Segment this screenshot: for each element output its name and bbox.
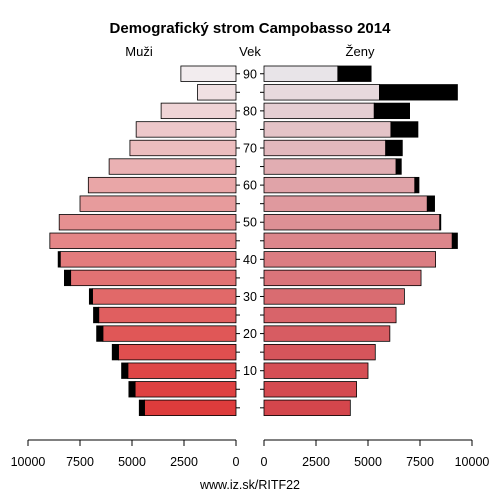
female-bar-70-74 bbox=[263, 139, 387, 157]
age-tick-label: 50 bbox=[243, 216, 257, 230]
male-bar-80-84 bbox=[160, 102, 237, 120]
male-bar-5-9 bbox=[134, 381, 237, 398]
male-surplus-20-24 bbox=[96, 325, 104, 342]
male-bar-30-34 bbox=[92, 288, 237, 305]
female-bar-55-59 bbox=[263, 195, 428, 212]
female-bar-15-19 bbox=[263, 343, 376, 361]
female-surplus-70-74 bbox=[385, 139, 403, 157]
female-bar-0-4 bbox=[263, 399, 351, 416]
male-bar-20-24 bbox=[102, 325, 237, 342]
female-bar-65-69 bbox=[263, 158, 397, 175]
x-tick-label-left: 5000 bbox=[118, 455, 146, 469]
female-bar-20-24 bbox=[263, 325, 391, 342]
male-surplus-15-19 bbox=[111, 343, 119, 361]
male-bar-45-49 bbox=[49, 232, 237, 249]
age-axis: 10 20 30 40 50 60 70 80 90 bbox=[236, 67, 264, 409]
x-tick-label-right: 2500 bbox=[302, 455, 330, 469]
x-tick-label-left: 2500 bbox=[170, 455, 198, 469]
male-surplus-30-34 bbox=[88, 288, 93, 305]
female-bar-60-64 bbox=[263, 176, 416, 194]
age-tick-label: 60 bbox=[243, 179, 257, 193]
female-bars bbox=[263, 65, 458, 416]
footer-url: www.iz.sk/RITF22 bbox=[199, 478, 300, 492]
age-tick-label: 30 bbox=[243, 290, 257, 304]
x-tick-label-right: 5000 bbox=[354, 455, 382, 469]
female-bar-35-39 bbox=[263, 269, 422, 287]
male-surplus-25-29 bbox=[93, 306, 100, 324]
female-surplus-50-54 bbox=[439, 214, 442, 231]
male-bar-25-29 bbox=[98, 306, 237, 324]
male-bars bbox=[49, 65, 237, 416]
male-bar-90+ bbox=[180, 65, 237, 82]
male-bar-65-69 bbox=[108, 158, 237, 175]
x-tick-label-right: 10000 bbox=[455, 455, 490, 469]
male-surplus-0-4 bbox=[138, 399, 145, 416]
male-bar-35-39 bbox=[70, 269, 237, 287]
male-bar-0-4 bbox=[144, 399, 237, 416]
chart-title: Demografický strom Campobasso 2014 bbox=[110, 20, 392, 37]
male-bar-10-14 bbox=[127, 362, 237, 379]
x-tick-label-left: 0 bbox=[233, 455, 240, 469]
age-tick-label: 90 bbox=[243, 67, 257, 81]
male-bar-55-59 bbox=[79, 195, 237, 212]
female-bar-80-84 bbox=[263, 102, 375, 120]
female-bar-75-79 bbox=[263, 121, 392, 138]
x-tick-label-right: 0 bbox=[261, 455, 268, 469]
female-surplus-45-49 bbox=[451, 232, 458, 249]
male-surplus-10-14 bbox=[121, 362, 129, 379]
female-bar-45-49 bbox=[263, 232, 453, 249]
age-tick-label: 70 bbox=[243, 141, 257, 155]
age-tick-label: 80 bbox=[243, 104, 257, 118]
male-bar-15-19 bbox=[118, 343, 237, 361]
male-surplus-35-39 bbox=[64, 269, 72, 287]
male-label: Muži bbox=[125, 44, 153, 59]
female-label: Ženy bbox=[346, 44, 375, 59]
male-bar-85-89 bbox=[197, 84, 237, 101]
x-axis-left: 10000 7500 5000 2500 0 bbox=[11, 439, 240, 469]
x-tick-label-right: 7500 bbox=[406, 455, 434, 469]
age-tick-label: 40 bbox=[243, 253, 257, 267]
x-axis-right: 0 2500 5000 7500 10000 bbox=[261, 439, 490, 469]
age-tick-label: 20 bbox=[243, 327, 257, 341]
male-bar-40-44 bbox=[59, 251, 237, 268]
female-surplus-55-59 bbox=[426, 195, 435, 212]
male-bar-75-79 bbox=[135, 121, 237, 138]
female-bar-30-34 bbox=[263, 288, 405, 305]
x-tick-label-left: 7500 bbox=[66, 455, 94, 469]
female-bar-85-89 bbox=[263, 84, 380, 101]
female-bar-50-54 bbox=[263, 214, 441, 231]
age-axis-label: Vek bbox=[239, 44, 261, 59]
age-tick-label: 10 bbox=[243, 364, 257, 378]
female-bar-25-29 bbox=[263, 306, 397, 324]
male-surplus-5-9 bbox=[128, 381, 136, 398]
female-surplus-60-64 bbox=[414, 176, 420, 194]
female-surplus-65-69 bbox=[395, 158, 402, 175]
male-bar-50-54 bbox=[58, 214, 237, 231]
female-bar-10-14 bbox=[263, 362, 369, 379]
female-surplus-80-84 bbox=[373, 102, 410, 120]
x-tick-label-left: 10000 bbox=[11, 455, 46, 469]
female-bar-5-9 bbox=[263, 381, 357, 398]
female-surplus-90+ bbox=[337, 65, 372, 82]
female-surplus-75-79 bbox=[390, 121, 419, 138]
male-bar-60-64 bbox=[87, 176, 237, 194]
female-surplus-85-89 bbox=[379, 84, 458, 101]
female-bar-40-44 bbox=[263, 251, 437, 268]
male-surplus-40-44 bbox=[57, 251, 61, 268]
male-bar-70-74 bbox=[129, 139, 237, 157]
female-bar-90+ bbox=[263, 65, 339, 82]
